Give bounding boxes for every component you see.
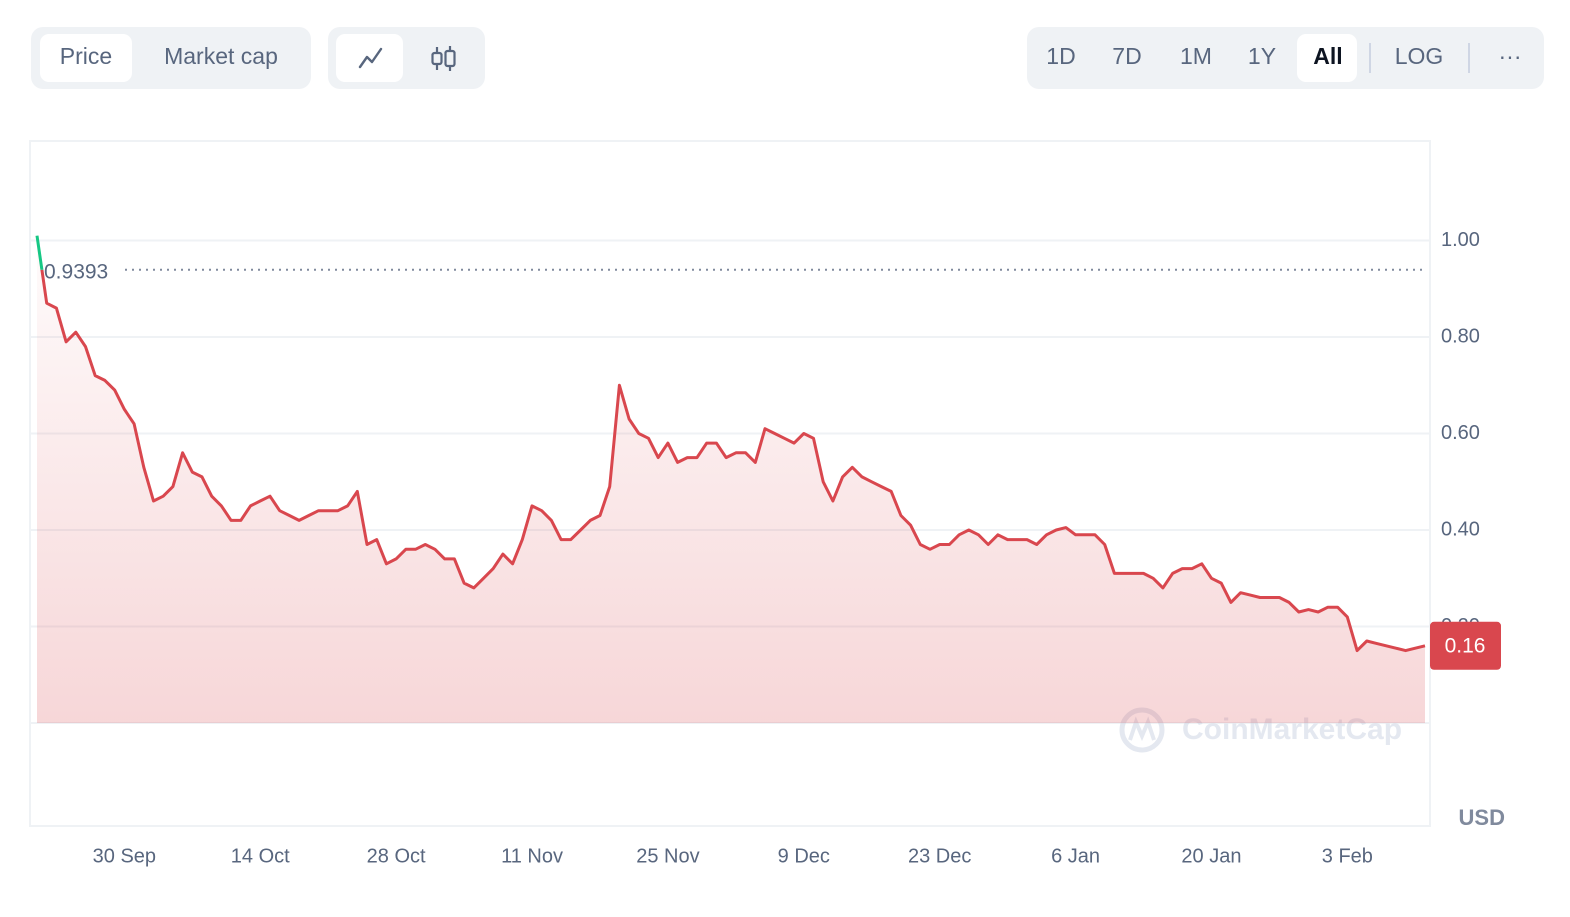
x-tick-label: 14 Oct	[231, 845, 290, 867]
x-tick-label: 30 Sep	[93, 845, 156, 867]
current-price-badge	[1430, 621, 1501, 670]
y-tick-label: 0.40	[1441, 518, 1480, 540]
range-1m[interactable]: 1M	[1180, 43, 1212, 69]
range-all[interactable]: All	[1313, 43, 1342, 69]
reference-label: 0.9393	[44, 260, 108, 283]
range-1y[interactable]: 1Y	[1248, 43, 1276, 69]
currency-label: USD	[1459, 805, 1505, 830]
x-tick-label: 11 Nov	[501, 845, 563, 867]
watermark-logo-m	[1128, 716, 1156, 742]
x-tick-label: 25 Nov	[636, 845, 699, 867]
candle-body	[444, 49, 456, 68]
active-tab-bg	[40, 34, 132, 82]
range-toggle	[1027, 27, 1544, 89]
line-icon	[358, 47, 383, 69]
candle-chart-button[interactable]	[431, 46, 456, 71]
x-tick-label: 28 Oct	[367, 845, 426, 867]
plot-frame	[29, 140, 1431, 827]
price-tab[interactable]: Price	[60, 43, 112, 69]
active-range-bg	[1297, 34, 1357, 82]
more-button[interactable]: ···	[1499, 43, 1522, 69]
current-price-label: 0.16	[1445, 634, 1486, 657]
x-tick-label: 3 Feb	[1322, 845, 1373, 867]
range-1d[interactable]: 1D	[1046, 43, 1075, 69]
candle-body	[431, 51, 443, 66]
x-tick-label: 20 Jan	[1181, 845, 1241, 867]
log-toggle[interactable]: LOG	[1395, 43, 1444, 69]
x-tick-label: 9 Dec	[778, 845, 830, 867]
y-tick-label: 1.00	[1441, 229, 1480, 251]
x-tick-label: 23 Dec	[908, 845, 971, 867]
market-cap-tab[interactable]: Market cap	[164, 43, 278, 69]
y-tick-label: 0.80	[1441, 325, 1480, 347]
price-line	[40, 269, 1426, 653]
range-7d[interactable]: 7D	[1112, 43, 1141, 69]
x-tick-label: 6 Jan	[1051, 845, 1100, 867]
y-tick-label: 0.60	[1441, 422, 1480, 444]
price-area	[37, 235, 1425, 723]
